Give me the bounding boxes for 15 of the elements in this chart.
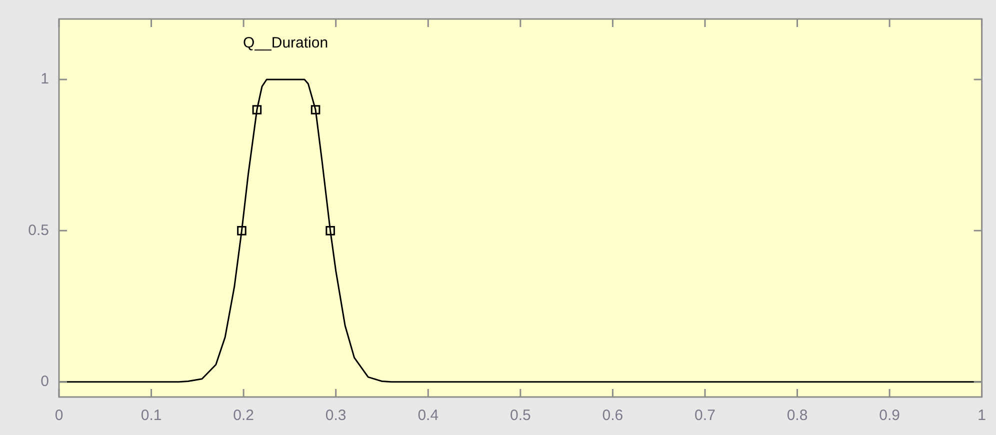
y-tick-label: 1 xyxy=(40,70,49,88)
x-tick-label: 0.7 xyxy=(694,407,716,424)
y-tick-label: 0 xyxy=(40,373,49,390)
x-tick-label: 1 xyxy=(978,407,986,424)
x-tick-label: 0.1 xyxy=(140,407,162,424)
y-tick-label: 0.5 xyxy=(28,222,49,239)
x-tick-label: 0.6 xyxy=(602,407,624,424)
x-tick-label: 0.2 xyxy=(233,407,254,424)
x-tick-label: 0.8 xyxy=(786,407,808,424)
x-tick-label: 0.3 xyxy=(325,407,346,424)
x-tick-label: 0.9 xyxy=(879,407,900,424)
x-tick-label: 0 xyxy=(54,407,64,424)
text: Q__Duration xyxy=(243,34,328,52)
x-tick-label: 0.4 xyxy=(418,407,439,424)
x-tick-label: 0.5 xyxy=(510,407,531,424)
